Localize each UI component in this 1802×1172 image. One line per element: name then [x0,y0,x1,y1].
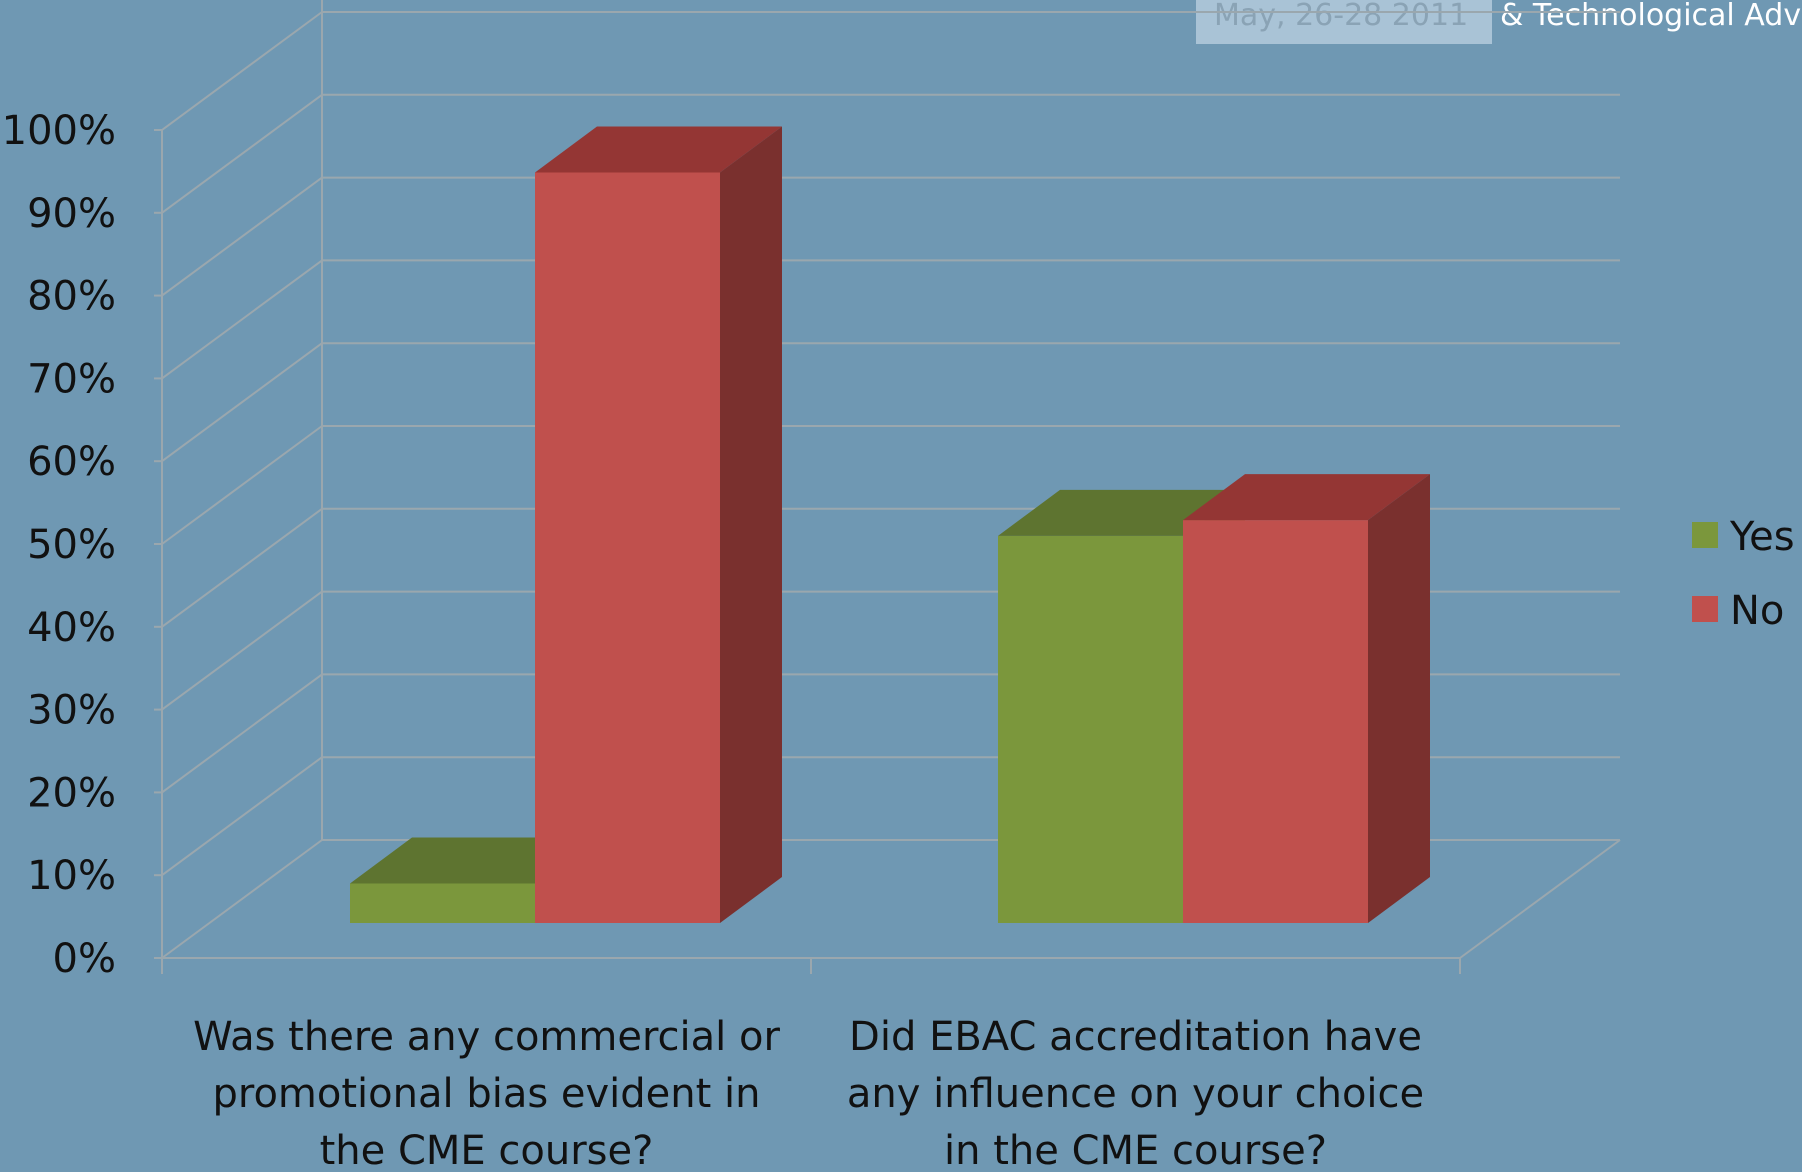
bar-no-side [1368,474,1430,923]
bar-yes-front [350,883,535,923]
legend-label-no: No [1730,588,1784,634]
bar-yes-front [998,535,1183,923]
bar-no-front [535,172,720,923]
gridline-side [161,673,323,794]
x-category-label: Was there any commercial or [193,1014,780,1060]
y-tick-label: 80% [27,274,116,320]
x-category-label: the CME course? [320,1128,654,1172]
legend: Yes No [1692,514,1795,634]
legend-label-yes: Yes [1729,514,1795,560]
y-tick-label: 30% [27,688,116,734]
bars [350,126,1430,923]
floor-right-edge [1459,839,1621,959]
gridline-side [161,93,323,214]
legend-swatch-yes [1692,522,1718,548]
header-tagline: & Technological Advanc [1500,0,1802,33]
y-tick-label: 40% [27,605,116,651]
header-date: May, 26-28 2011 [1214,0,1468,33]
gridline-side [161,342,323,463]
y-axis-tick-labels: 0% 10% 20% 30% 40% 50% 60% 70% 80% 90% 100% [2,108,116,982]
y-tick-label: 90% [27,191,116,237]
header-date-box [1196,0,1492,44]
y-tick-label: 100% [2,108,116,154]
axes [154,0,1621,974]
gridline-side [161,756,323,877]
x-category-label: in the CME course? [944,1128,1327,1172]
gridline-side [161,11,323,131]
y-tick-label: 60% [27,439,116,485]
gridline-side [161,176,323,297]
y-tick-label: 50% [27,522,116,568]
x-category-label: any influence on your choice [847,1071,1424,1117]
y-tick-label: 20% [27,770,116,816]
category-labels: Was there any commercial or promotional b… [193,1014,1424,1172]
gridline-side [161,507,323,628]
bar-no-top [1183,474,1430,521]
bar-no-side [720,126,782,923]
x-category-label: Did EBAC accreditation have [849,1014,1422,1060]
y-tick-label: 0% [53,936,116,982]
gridline-side [161,590,323,711]
bar-no-front [1183,520,1368,923]
x-category-label: promotional bias evident in [212,1071,760,1117]
bar-no-top [535,126,782,173]
legend-swatch-no [1692,596,1718,622]
gridline-side [161,425,323,545]
gridline-side [161,839,323,959]
y-tick-label: 10% [27,853,116,899]
y-tick-label: 70% [27,356,116,402]
gridline-side [161,259,323,380]
